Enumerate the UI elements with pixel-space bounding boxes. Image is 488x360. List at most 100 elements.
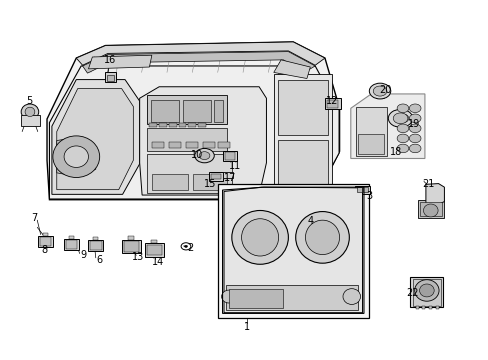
Bar [214,100,223,122]
Polygon shape [217,184,368,318]
Polygon shape [273,60,310,78]
Bar [415,306,418,309]
Bar [64,239,79,250]
Ellipse shape [25,107,35,117]
Bar [65,240,77,249]
Bar [428,306,431,309]
Bar [409,277,443,307]
Bar [193,174,227,190]
Bar [417,201,444,218]
Ellipse shape [408,124,420,133]
Ellipse shape [64,146,88,167]
Bar [147,244,161,255]
Polygon shape [52,80,140,194]
Polygon shape [57,137,96,176]
Ellipse shape [387,109,412,127]
Ellipse shape [408,104,420,113]
Bar [106,75,114,81]
Polygon shape [76,42,325,65]
Ellipse shape [408,114,420,123]
Ellipse shape [423,204,437,217]
Text: 3: 3 [366,191,372,201]
Polygon shape [57,89,133,190]
Bar [225,285,357,310]
Polygon shape [425,184,444,204]
Bar [159,123,166,127]
Text: 16: 16 [104,55,116,65]
Ellipse shape [396,144,408,153]
Bar [38,236,53,247]
Bar [277,140,327,190]
Bar [128,236,134,239]
Text: 22: 22 [406,288,418,298]
Ellipse shape [392,113,407,124]
Ellipse shape [221,290,236,303]
Bar [147,128,227,151]
Ellipse shape [21,104,39,120]
Text: 12: 12 [325,96,338,106]
Bar [203,142,215,148]
Bar [412,279,440,306]
Bar [151,240,157,243]
Ellipse shape [396,114,408,123]
Bar [357,134,384,154]
Text: 4: 4 [306,216,313,226]
Text: 1: 1 [244,322,249,332]
Bar [210,174,220,179]
Text: 21: 21 [422,179,434,189]
Polygon shape [47,42,339,200]
Ellipse shape [368,83,390,99]
Bar [375,85,383,98]
Ellipse shape [53,136,100,177]
Text: 17: 17 [223,173,236,183]
Bar [277,80,327,135]
Bar [362,187,367,192]
Text: 6: 6 [97,255,102,265]
Bar [178,123,186,127]
Bar [185,142,198,148]
Text: 7: 7 [31,213,37,222]
Bar [198,151,205,160]
Bar [93,237,98,240]
Ellipse shape [396,134,408,143]
Ellipse shape [199,152,209,159]
Text: 11: 11 [228,161,241,171]
Polygon shape [350,94,424,158]
Bar [394,111,406,126]
Ellipse shape [231,211,288,264]
Ellipse shape [419,284,433,297]
Ellipse shape [342,289,360,305]
Bar [152,174,188,190]
Bar [224,152,235,159]
Ellipse shape [396,124,408,133]
Text: 10: 10 [191,150,203,160]
Polygon shape [82,51,315,73]
Ellipse shape [372,86,386,96]
Text: 8: 8 [41,245,47,255]
Bar [151,100,179,122]
Text: 5: 5 [26,96,32,106]
Bar [422,306,425,309]
Bar [355,107,386,156]
Bar [43,233,48,236]
Bar [168,142,181,148]
Bar [354,186,369,194]
Bar [327,100,337,108]
Bar [168,123,176,127]
Text: 9: 9 [81,250,86,260]
Ellipse shape [305,220,339,255]
Text: 20: 20 [379,85,391,95]
Bar [147,95,227,125]
Ellipse shape [194,148,214,163]
Polygon shape [49,66,338,199]
Bar [124,241,139,252]
Bar [149,123,157,127]
Text: 14: 14 [152,257,164,267]
Ellipse shape [295,212,348,263]
Bar [152,142,163,148]
Bar [88,240,103,251]
Ellipse shape [414,280,438,301]
Ellipse shape [408,144,420,153]
Bar [217,142,229,148]
Ellipse shape [241,219,278,256]
